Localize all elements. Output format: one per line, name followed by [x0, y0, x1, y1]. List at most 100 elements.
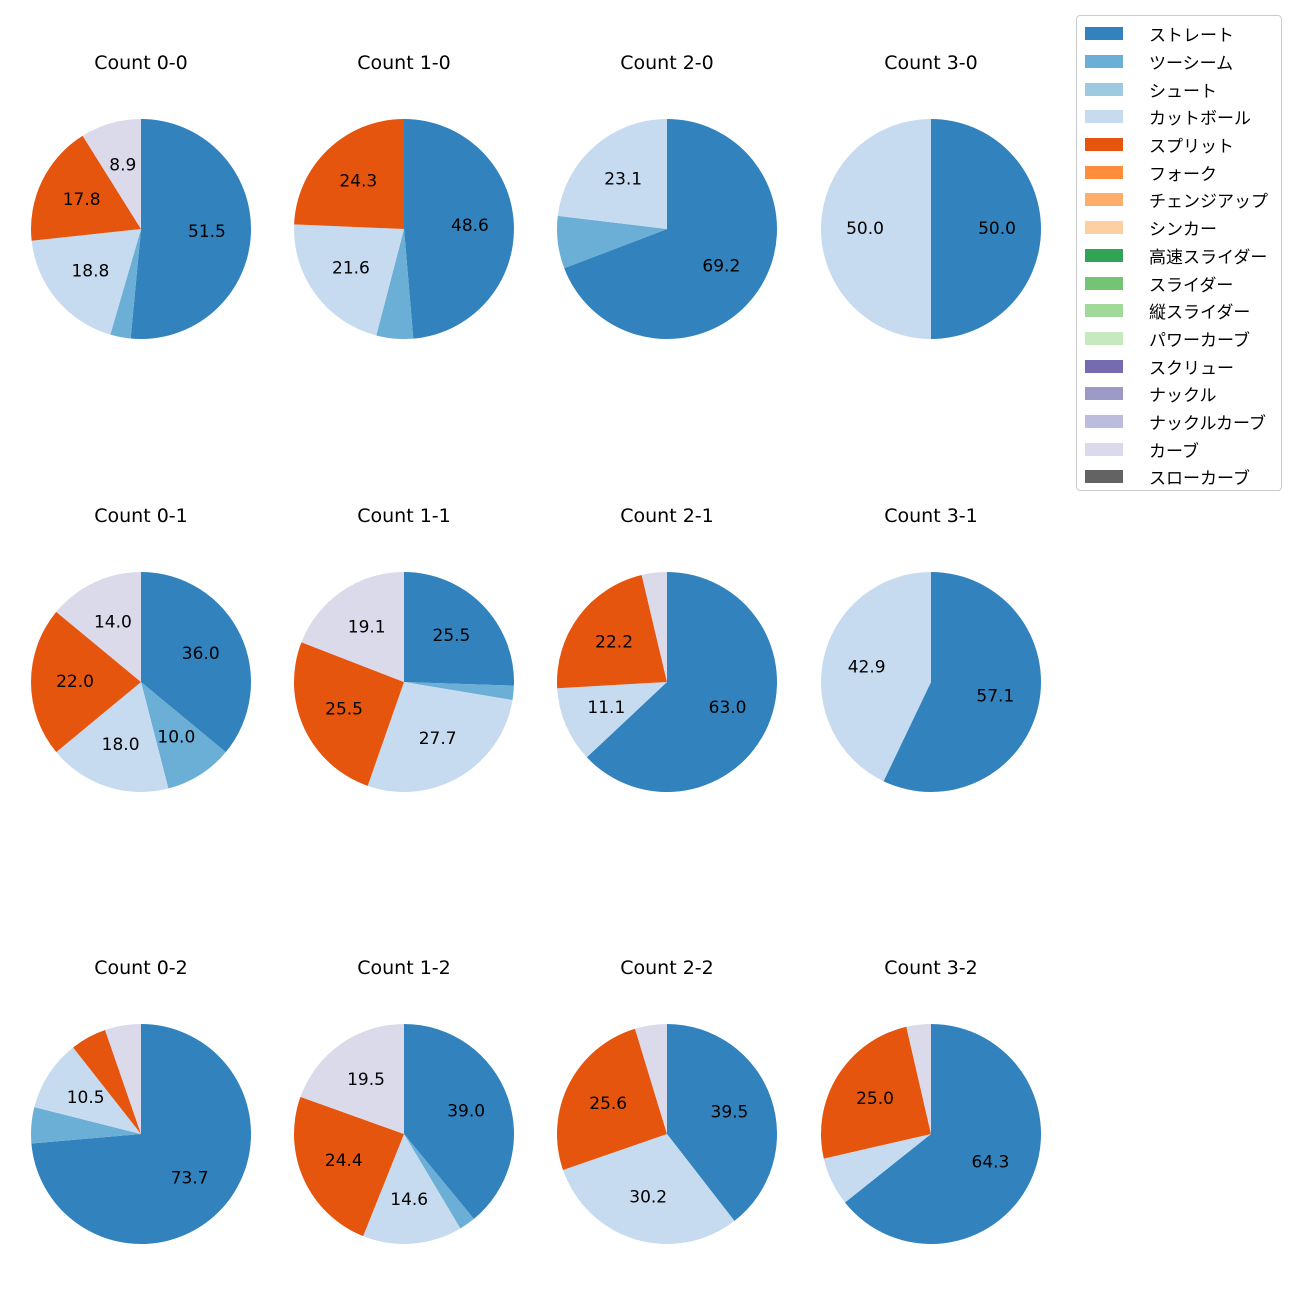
pie-slice-label: 22.0 — [56, 672, 94, 692]
pie-slice — [300, 1024, 404, 1134]
pie-slice-label: 21.6 — [332, 258, 370, 278]
pie-slice-label: 22.2 — [595, 633, 633, 653]
legend-swatch — [1085, 165, 1123, 179]
legend-label: フォーク — [1149, 164, 1217, 185]
legend-label: ストレート — [1149, 26, 1234, 47]
legend-label: スライダー — [1149, 275, 1234, 296]
legend-label: スプリット — [1149, 137, 1234, 158]
pie-title: Count 0-1 — [94, 505, 188, 527]
pie-slice-label: 30.2 — [629, 1187, 667, 1207]
pie-count-1-2: Count 1-2 39.0 14.6 24.4 19.5 — [294, 957, 515, 1244]
pie-slice-label: 64.3 — [972, 1153, 1010, 1173]
pie-slice-label: 8.9 — [109, 156, 136, 176]
pie-slice-label: 10.0 — [157, 728, 195, 748]
pie-slice — [141, 682, 226, 789]
legend-label: カットボール — [1149, 109, 1251, 130]
pie-slice — [883, 572, 1042, 792]
pie-slice-label: 36.0 — [182, 644, 220, 664]
pie-slice-label: 51.5 — [188, 222, 226, 242]
legend-item: ナックルカーブ — [1085, 408, 1281, 436]
pie-slice-label: 19.5 — [347, 1070, 385, 1090]
legend-item: ナックル — [1085, 380, 1281, 408]
legend-item: 高速スライダー — [1085, 242, 1281, 270]
pie-title: Count 2-0 — [620, 52, 714, 74]
legend-label: ナックルカーブ — [1149, 413, 1266, 434]
pie-slice — [56, 682, 169, 792]
pie-slice-label: 42.9 — [848, 657, 886, 677]
legend-swatch — [1085, 248, 1123, 262]
pie-slice-label: 69.2 — [702, 256, 740, 276]
legend-swatch — [1085, 110, 1123, 124]
pie-slice-label: 24.4 — [325, 1151, 363, 1171]
legend-item: スプリット — [1085, 131, 1281, 159]
pie-title: Count 0-2 — [94, 957, 188, 979]
pie-title: Count 1-0 — [357, 52, 451, 74]
pie-slice — [294, 224, 404, 336]
pie-slice — [641, 572, 667, 682]
pie-slice — [634, 1024, 667, 1134]
pie-title: Count 2-2 — [620, 957, 714, 979]
pie-slice-label: 50.0 — [978, 219, 1016, 239]
pie-count-0-2: Count 0-2 73.7 10.5 — [30, 957, 252, 1244]
legend-item: ストレート — [1085, 20, 1281, 48]
pie-slice — [557, 574, 667, 689]
legend-swatch — [1085, 221, 1123, 235]
pie-title: Count 3-1 — [884, 505, 978, 527]
pie-slice — [31, 1024, 252, 1244]
legend-item: シンカー — [1085, 214, 1281, 242]
pie-slice — [586, 572, 777, 792]
pie-slice — [564, 119, 777, 339]
pie-slice-label: 24.3 — [339, 171, 377, 191]
legend-item: チェンジアップ — [1085, 186, 1281, 214]
pie-title: Count 1-1 — [357, 505, 451, 527]
pie-title: Count 3-0 — [884, 52, 978, 74]
legend-swatch — [1085, 442, 1123, 456]
pie-slice-label: 25.0 — [856, 1089, 894, 1109]
pie-slice — [367, 682, 513, 792]
pie-count-1-1: Count 1-1 25.5 27.7 25.5 19.1 — [293, 505, 514, 792]
pie-slice-label: 50.0 — [846, 219, 884, 239]
pie-slice — [404, 682, 514, 701]
pie-slice — [404, 119, 514, 339]
pie-slice-label: 25.6 — [589, 1094, 627, 1114]
pie-slice-label: 10.5 — [67, 1088, 105, 1108]
pie-slice-label: 18.8 — [71, 261, 109, 281]
pie-slice — [31, 135, 142, 241]
pie-slice-label: 23.1 — [604, 170, 642, 190]
pie-slice — [82, 119, 141, 229]
legend-item: フォーク — [1085, 158, 1281, 186]
pie-slice-label: 39.0 — [447, 1102, 485, 1122]
pie-slice-label: 17.8 — [63, 190, 101, 210]
pie-slice — [73, 1030, 141, 1134]
pie-slice — [31, 229, 142, 335]
legend-item: パワーカーブ — [1085, 325, 1281, 353]
pie-slice — [906, 1024, 931, 1134]
legend: ストレート ツーシーム シュート カットボール スプリット フォーク チェンジアップ シンカー… — [1076, 15, 1282, 491]
legend-item: スローカーブ — [1085, 463, 1281, 491]
pie-slice — [563, 1134, 735, 1245]
legend-swatch — [1085, 27, 1123, 41]
legend-item: スクリュー — [1085, 352, 1281, 380]
pie-slice — [294, 1096, 404, 1237]
pie-slice-label: 73.7 — [171, 1169, 209, 1189]
pie-slice — [105, 1024, 141, 1134]
pie-slice — [293, 642, 404, 786]
legend-label: シンカー — [1149, 220, 1217, 241]
pie-slice — [376, 229, 414, 339]
pie-count-3-2: Count 3-2 64.3 25.0 — [820, 957, 1042, 1244]
legend-swatch — [1085, 304, 1123, 318]
legend-swatch — [1085, 359, 1123, 373]
pie-slice — [141, 572, 252, 753]
legend-item: 縦スライダー — [1085, 297, 1281, 325]
pie-slice-label: 57.1 — [976, 687, 1014, 707]
pie-slice-label: 14.6 — [390, 1190, 428, 1210]
pie-title: Count 0-0 — [94, 52, 188, 74]
legend-swatch — [1085, 193, 1123, 207]
pie-slice — [404, 1024, 515, 1219]
pie-slice — [30, 1107, 141, 1144]
legend-label: スクリュー — [1149, 358, 1234, 379]
legend-swatch — [1085, 138, 1123, 152]
pie-slice — [820, 1026, 931, 1159]
pie-slice — [56, 572, 141, 682]
